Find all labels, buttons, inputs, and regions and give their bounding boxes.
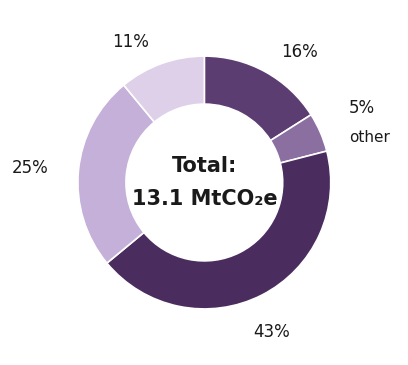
Text: Total:: Total: [172,156,237,176]
Text: other: other [349,130,390,145]
Wedge shape [204,56,311,141]
Text: 16%: 16% [281,43,318,61]
Text: 5%: 5% [349,99,375,117]
Text: 11%: 11% [112,33,149,51]
Text: 43%: 43% [254,323,290,341]
Wedge shape [271,115,327,163]
Text: 25%: 25% [11,160,48,177]
Wedge shape [124,56,204,122]
Text: 13.1 MtCO₂e: 13.1 MtCO₂e [131,189,277,209]
Wedge shape [107,151,331,309]
Wedge shape [78,85,154,263]
